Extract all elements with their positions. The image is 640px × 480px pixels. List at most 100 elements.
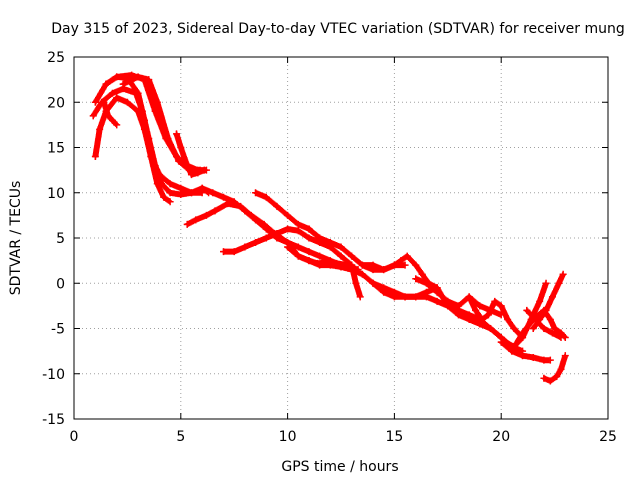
data-point [542, 279, 550, 287]
data-point [504, 315, 512, 323]
data-point [403, 252, 411, 260]
data-point [465, 293, 473, 301]
data-point [305, 248, 313, 256]
data-point [540, 325, 548, 332]
data-point [209, 189, 217, 197]
data-point [192, 216, 200, 224]
data-point [352, 279, 360, 287]
data-point [555, 279, 563, 287]
data-point [91, 98, 99, 106]
data-point [183, 162, 191, 170]
data-point [177, 144, 185, 151]
y-tick-label: 10 [47, 186, 65, 202]
data-point [422, 279, 430, 287]
data-point [194, 169, 202, 177]
data-point [211, 207, 219, 215]
data-point [546, 315, 554, 323]
y-tick-label: -15 [42, 412, 65, 428]
data-point [519, 329, 527, 337]
data-point [472, 306, 480, 314]
data-point [369, 279, 377, 287]
data-point [316, 252, 324, 260]
data-point [273, 202, 281, 210]
data-point [337, 252, 345, 260]
data-point [542, 306, 550, 314]
data-point [337, 243, 345, 251]
data-point [108, 89, 116, 97]
data-point [529, 353, 537, 361]
data-points [89, 71, 569, 385]
data-point [540, 374, 548, 382]
data-point [337, 263, 345, 271]
y-axis-label: SDTVAR / TECUs [8, 181, 24, 296]
data-point [224, 200, 232, 208]
x-axis-label: GPS time / hours [281, 459, 398, 475]
x-tick-label: 20 [492, 429, 510, 445]
data-point [147, 153, 155, 161]
data-point [561, 352, 569, 360]
data-point [96, 125, 104, 133]
data-point [356, 293, 364, 301]
data-point [326, 243, 334, 251]
series-track-13 [305, 225, 364, 301]
series-track-15 [369, 279, 527, 360]
data-point [508, 347, 516, 355]
data-point [294, 220, 302, 228]
data-point [198, 184, 206, 192]
data-point [113, 121, 121, 129]
data-point [237, 202, 245, 210]
data-point [401, 261, 409, 269]
data-point [252, 189, 260, 197]
data-point [200, 166, 208, 174]
data-point [187, 189, 195, 197]
data-point [91, 153, 99, 161]
x-tick-label: 15 [385, 429, 403, 445]
data-point [401, 293, 409, 301]
data-point [113, 73, 121, 81]
data-point [540, 356, 548, 364]
x-tick-label: 10 [279, 429, 297, 445]
data-point [262, 234, 270, 242]
series-track-24 [523, 306, 565, 342]
data-point [510, 325, 518, 332]
data-point [412, 275, 420, 283]
series-track-7 [100, 98, 121, 129]
data-point [134, 73, 142, 81]
axis-ticks: 0 5 10 15 20 25 -15 -10 -5 0 5 10 15 20 25 [42, 50, 617, 445]
data-point [100, 98, 108, 106]
data-point [260, 220, 268, 228]
data-point [252, 239, 260, 247]
data-point [422, 288, 430, 296]
data-point [284, 211, 292, 219]
data-point [551, 325, 559, 332]
data-point [491, 297, 499, 305]
data-point [305, 234, 313, 242]
data-point [177, 191, 185, 199]
data-point [380, 284, 388, 292]
data-point [559, 270, 567, 278]
data-point [412, 261, 420, 269]
data-point [153, 180, 161, 188]
data-point [548, 293, 556, 301]
data-point [326, 261, 334, 269]
y-tick-label: 25 [47, 50, 65, 66]
data-point [557, 334, 565, 342]
data-point [305, 257, 313, 265]
y-tick-label: 20 [47, 95, 65, 111]
data-point [380, 266, 388, 274]
data-point [166, 189, 174, 197]
data-point [173, 130, 181, 138]
data-point [348, 261, 356, 269]
data-point [433, 297, 441, 305]
x-tick-label: 25 [599, 429, 617, 445]
data-point [484, 311, 492, 319]
data-point [487, 325, 495, 332]
data-point [175, 157, 183, 165]
data-point [546, 377, 554, 385]
data-point [183, 220, 191, 228]
y-tick-label: 0 [56, 276, 65, 292]
data-point [262, 193, 270, 201]
data-point [241, 243, 249, 251]
data-point [546, 356, 554, 364]
series-track-6 [173, 130, 208, 179]
